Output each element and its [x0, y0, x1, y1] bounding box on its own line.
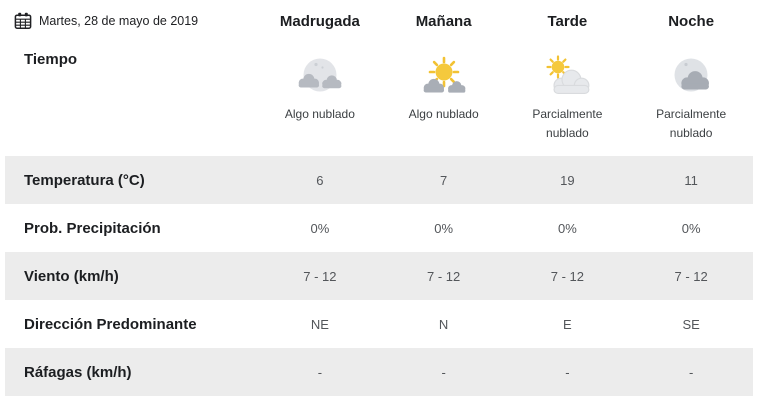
- sun-with-small-clouds-icon: [420, 54, 468, 102]
- date-label: Martes, 28 de mayo de 2019: [39, 14, 199, 28]
- rafagas-madrugada: -: [317, 364, 323, 380]
- viento-manana: 7 - 12: [427, 268, 461, 284]
- column-header-noche: Noche: [668, 12, 715, 30]
- table-header-row: Martes, 28 de mayo de 2019 Madrugada Mañ…: [5, 0, 753, 42]
- table-row-rafagas: Ráfagas (km/h) - - - -: [5, 348, 753, 396]
- sun-behind-cloud-icon: [543, 54, 591, 102]
- row-label-rafagas: Ráfagas (km/h): [24, 363, 132, 381]
- precipitacion-tarde: 0%: [557, 220, 577, 236]
- weather-cell-tarde: Parcialmente nublado: [506, 42, 630, 156]
- condition-label-madrugada: Algo nublado: [284, 107, 355, 121]
- calendar-icon: [14, 12, 32, 30]
- viento-tarde: 7 - 12: [550, 268, 584, 284]
- column-header-manana: Mañana: [415, 12, 472, 30]
- temperatura-manana: 7: [440, 172, 448, 188]
- condition-label-tarde: Parcialmente nublado: [532, 107, 603, 140]
- weather-forecast-table: Martes, 28 de mayo de 2019 Madrugada Mañ…: [5, 0, 753, 396]
- table-row-direccion: Dirección Predominante NE N E SE: [5, 300, 753, 348]
- direccion-manana: N: [438, 316, 449, 332]
- row-label-direccion: Dirección Predominante: [24, 315, 197, 333]
- direccion-madrugada: NE: [310, 316, 329, 332]
- temperatura-noche: 11: [684, 172, 698, 188]
- row-label-precipitacion: Prob. Precipitación: [24, 219, 161, 237]
- row-label-viento: Viento (km/h): [24, 267, 119, 285]
- weather-cell-madrugada: Algo nublado: [258, 42, 382, 156]
- table-row-temperatura: Temperatura (°C) 6 7 19 11: [5, 156, 753, 204]
- weather-cell-manana: Algo nublado: [382, 42, 506, 156]
- temperatura-tarde: 19: [560, 172, 575, 188]
- row-label-temperatura: Temperatura (°C): [24, 171, 145, 189]
- precipitacion-noche: 0%: [681, 220, 701, 236]
- row-label-tiempo: Tiempo: [24, 51, 78, 68]
- viento-noche: 7 - 12: [674, 268, 708, 284]
- column-header-tarde: Tarde: [547, 12, 588, 30]
- rafagas-tarde: -: [565, 364, 570, 380]
- temperatura-madrugada: 6: [316, 172, 324, 188]
- viento-madrugada: 7 - 12: [303, 268, 337, 284]
- moon-behind-cloud-icon: [667, 54, 715, 102]
- table-row-precipitacion: Prob. Precipitación 0% 0% 0% 0%: [5, 204, 753, 252]
- weather-icons-row: Tiempo Algo nublado: [5, 42, 753, 156]
- condition-label-manana: Algo nublado: [408, 107, 479, 121]
- condition-label-noche: Parcialmente nublado: [656, 107, 727, 140]
- moon-with-small-clouds-icon: [296, 54, 344, 102]
- direccion-tarde: E: [563, 316, 572, 332]
- column-header-madrugada: Madrugada: [279, 12, 360, 30]
- weather-cell-noche: Parcialmente nublado: [629, 42, 753, 156]
- rafagas-manana: -: [441, 364, 446, 380]
- precipitacion-madrugada: 0%: [310, 220, 330, 236]
- table-row-viento: Viento (km/h) 7 - 12 7 - 12 7 - 12 7 - 1…: [5, 252, 753, 300]
- precipitacion-manana: 0%: [434, 220, 454, 236]
- date-header: Martes, 28 de mayo de 2019: [5, 12, 258, 30]
- direccion-noche: SE: [682, 316, 700, 332]
- rafagas-noche: -: [688, 364, 694, 380]
